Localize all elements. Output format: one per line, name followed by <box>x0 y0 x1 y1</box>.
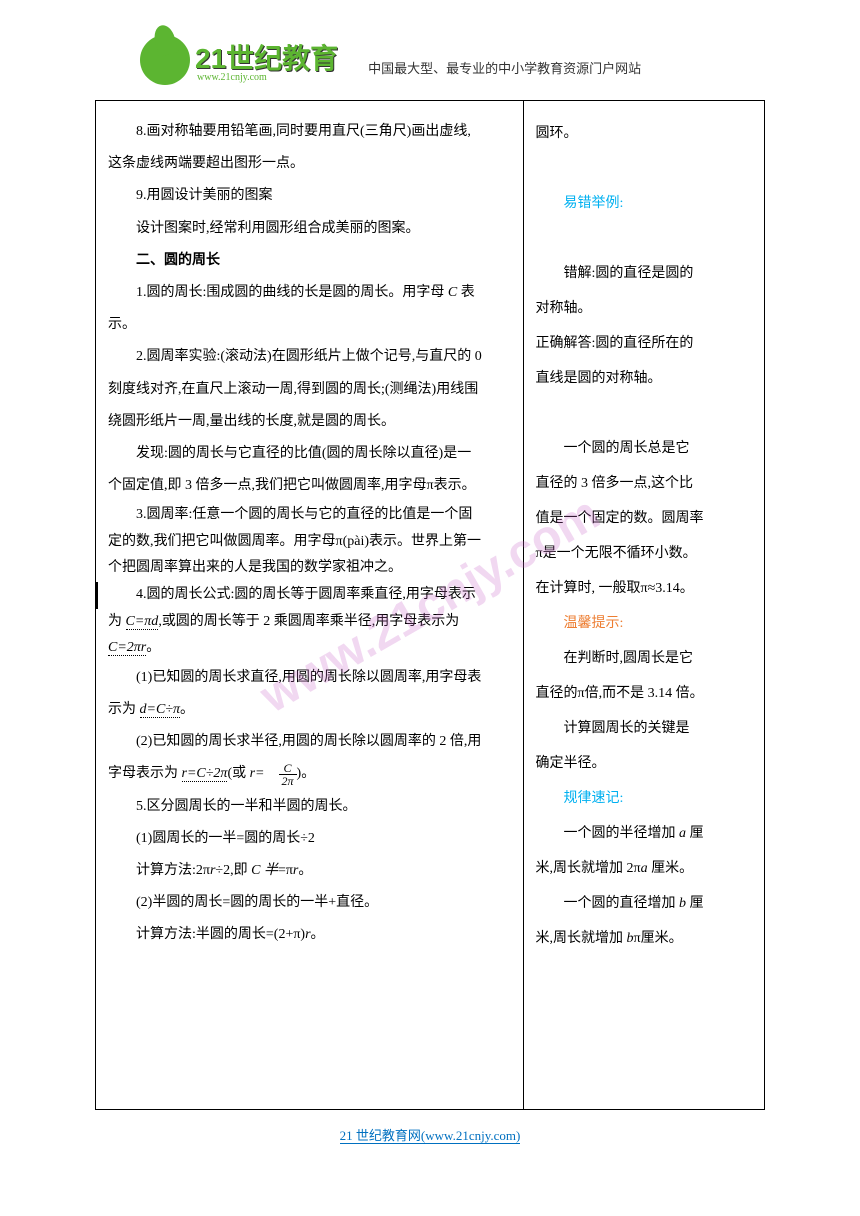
para-s2-5-calc2: 计算方法:半圆的周长=(2+π)r。 <box>108 919 511 951</box>
para-s2-4-2b: 字母表示为 r=C÷2π(或 r= C2π)。 <box>108 758 511 790</box>
r-p1: 圆环。 <box>536 116 752 151</box>
para-find-b: 个固定值,即 3 倍多一点,我们把它叫做圆周率,用字母π表示。 <box>108 470 511 502</box>
para-s2-3c: 个把圆周率算出来的人是我国的数学家祖冲之。 <box>108 555 511 582</box>
r-p5a: 在判断时,圆周长是它 <box>536 641 752 676</box>
left-column: 8.画对称轴要用铅笔画,同时要用直尺(三角尺)画出虚线, 这条虚线两端要超出图形… <box>96 101 524 1109</box>
footer-link[interactable]: 21 世纪教育网(www.21cnjy.com) <box>340 1128 521 1144</box>
para-s2-3b: 定的数,我们把它叫做圆周率。用字母π(pài)表示。世界上第一 <box>108 529 511 556</box>
para-9: 9.用圆设计美丽的图案 <box>108 180 511 212</box>
r-label2: 温馨提示: <box>536 606 752 641</box>
para-s2-5-1: (1)圆周长的一半=圆的周长÷2 <box>108 823 511 855</box>
logo-icon <box>140 35 190 85</box>
para-s2-4b: 为 C=πd,或圆的周长等于 2 乘圆周率乘半径,用字母表示为 <box>108 609 511 636</box>
r-p8: 一个圆的直径增加 b 厘 <box>536 886 752 921</box>
header-tagline: 中国最大型、最专业的中小学教育资源门户网站 <box>368 58 641 77</box>
para-find-a: 发现:圆的周长与它直径的比值(圆的周长除以直径)是一 <box>108 438 511 470</box>
r-p4c: 值是一个固定的数。圆周率 <box>536 501 752 536</box>
r-p4b: 直径的 3 倍多一点,这个比 <box>536 466 752 501</box>
content-wrapper: www.21cnjy.com 8.画对称轴要用铅笔画,同时要用直尺(三角尺)画出… <box>95 100 765 1110</box>
r-p7c: 米,周长就增加 2πa 厘米。 <box>536 851 752 886</box>
change-bar: 4.圆的周长公式:圆的周长等于圆周率乘直径,用字母表示 <box>96 582 511 609</box>
para-s2-2b: 刻度线对齐,在直尺上滚动一周,得到圆的周长;(测绳法)用线围 <box>108 374 511 406</box>
page-footer: 21 世纪教育网(www.21cnjy.com) <box>0 1125 860 1144</box>
r-p4a: 一个圆的周长总是它 <box>536 431 752 466</box>
right-column: 圆环。 易错举例: 错解:圆的直径是圆的 对称轴。 正确解答:圆的直径所在的 直… <box>524 101 764 1109</box>
para-s2-2a: 2.圆周率实验:(滚动法)在圆形纸片上做个记号,与直尺的 0 <box>108 341 511 373</box>
logo-text: 21世纪教育 <box>195 43 338 74</box>
r-p7: 一个圆的半径增加 a 厘 <box>536 816 752 851</box>
logo: 21世纪教育 www.21cnjy.com <box>140 35 338 85</box>
para-s2-5: 5.区分圆周长的一半和半圆的周长。 <box>108 791 511 823</box>
r-label3: 规律速记: <box>536 781 752 816</box>
logo-text-wrapper: 21世纪教育 www.21cnjy.com <box>195 37 338 83</box>
r-p2b: 对称轴。 <box>536 291 752 326</box>
r-p4d: π是一个无限不循环小数。 <box>536 536 752 571</box>
r-p3a: 正确解答:圆的直径所在的 <box>536 326 752 361</box>
r-p5b: 直径的π倍,而不是 3.14 倍。 <box>536 676 752 711</box>
para-s2-4-2a: (2)已知圆的周长求半径,用圆的周长除以圆周率的 2 倍,用 <box>108 726 511 758</box>
page-header: 21世纪教育 www.21cnjy.com 中国最大型、最专业的中小学教育资源门… <box>0 0 860 100</box>
fraction-c-2pi: C2π <box>279 762 297 787</box>
section-title-2: 二、圆的周长 <box>108 245 511 277</box>
para-s2-1c: 示。 <box>108 309 511 341</box>
r-p6a: 计算圆周长的关键是 <box>536 711 752 746</box>
r-p8c: 米,周长就增加 bπ厘米。 <box>536 921 752 956</box>
para-8b: 这条虚线两端要超出图形一点。 <box>108 148 511 180</box>
r-p2a: 错解:圆的直径是圆的 <box>536 256 752 291</box>
para-s2-4a: 4.圆的周长公式:圆的周长等于圆周率乘直径,用字母表示 <box>108 582 511 609</box>
r-p6b: 确定半径。 <box>536 746 752 781</box>
para-s2-3a: 3.圆周率:任意一个圆的周长与它的直径的比值是一个固 <box>108 502 511 529</box>
r-label1: 易错举例: <box>536 186 752 221</box>
para-8: 8.画对称轴要用铅笔画,同时要用直尺(三角尺)画出虚线, <box>108 116 511 148</box>
para-s2-4-1b: 示为 d=C÷π。 <box>108 694 511 726</box>
para-s2-1: 1.圆的周长:围成圆的曲线的长是圆的周长。用字母 C 表 <box>108 277 511 309</box>
para-s2-4d: C=2πr。 <box>108 635 511 662</box>
para-s2-5-calc1: 计算方法:2πr÷2,即 C 半=πr。 <box>108 855 511 887</box>
para-s2-5-2: (2)半圆的周长=圆的周长的一半+直径。 <box>108 887 511 919</box>
para-s2-4-1a: (1)已知圆的周长求直径,用圆的周长除以圆周率,用字母表 <box>108 662 511 694</box>
para-9b: 设计图案时,经常利用圆形组合成美丽的图案。 <box>108 213 511 245</box>
r-p4e: 在计算时, 一般取π≈3.14。 <box>536 571 752 606</box>
r-p3b: 直线是圆的对称轴。 <box>536 361 752 396</box>
para-s2-2c: 绕圆形纸片一周,量出线的长度,就是圆的周长。 <box>108 406 511 438</box>
